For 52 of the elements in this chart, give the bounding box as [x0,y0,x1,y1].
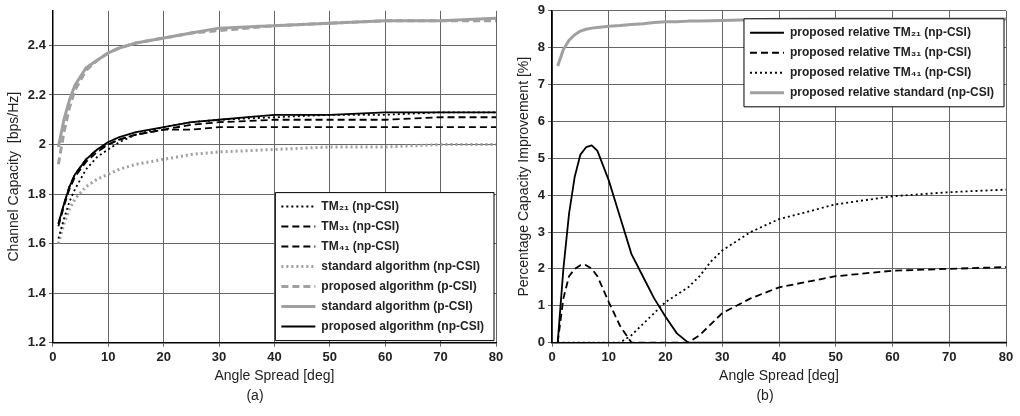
legend-label: proposed relative TM₃₁ (np-CSI) [789,45,972,60]
y-tick-label: 6 [537,112,546,128]
text: (b) [755,387,775,403]
legend-label: proposed algorithm (p-CSI) [321,278,477,293]
x-tick-label: 40 [267,348,282,364]
y-tick-label: 2 [38,136,46,152]
y-tick-label: 0 [537,334,546,350]
x-tick-label: 80 [998,348,1014,364]
legend-label: proposed relative standard (np-CSI) [789,85,994,100]
y-axis-title: Channel Capacity [bps/Hz] [5,91,22,262]
legend-label: TM₄₁ (np-CSI) [321,238,400,253]
legend-label: proposed relative TM₄₁ (np-CSI) [789,65,972,80]
x-tick-label: 70 [942,348,957,364]
x-tick-label: 0 [548,348,556,364]
y-tick-label: 2.2 [27,86,46,102]
x-tick-label: 50 [322,348,338,364]
y-tick-label: 1.6 [27,235,46,251]
x-tick-label: 70 [433,348,448,364]
x-tick-label: 0 [49,348,57,364]
x-tick-label: 30 [211,348,227,364]
x-tick-label: 20 [156,348,171,364]
y-tick-label: 3 [537,223,546,239]
x-axis-title: Angle Spread [deg] [214,367,335,384]
y-tick-label: 5 [537,149,546,165]
x-tick-label: 80 [488,348,504,364]
x-tick-label: 60 [377,348,393,364]
x-tick-label: 60 [885,348,900,364]
y-tick-label: 4 [537,186,546,202]
x-axis-title: Angle Spread [deg] [719,367,839,384]
y-tick-label: 8 [537,39,546,55]
y-tick-label: 2 [537,260,546,276]
legend-label: TM₂₁ (np-CSI) [321,198,399,213]
y-tick-label: 1.2 [27,334,46,350]
y-axis-title: Percentage Capacity Improvement [%] [515,56,532,297]
y-tick-label: 7 [537,76,546,92]
x-tick-label: 30 [715,348,730,364]
y-tick-label: 1.4 [27,284,47,300]
x-tick-label: 40 [771,348,787,364]
text: (a) [245,387,265,403]
legend-label: standard algorithm (np-CSI) [321,258,481,273]
y-tick-label: 1 [537,297,546,313]
x-tick-label: 10 [601,348,617,364]
y-tick-label: 9 [537,2,546,18]
y-tick-label: 1.8 [27,185,46,201]
x-tick-label: 10 [101,348,116,364]
x-tick-label: 50 [828,348,843,364]
legend-label: proposed relative TM₂₁ (np-CSI) [789,25,971,40]
legend-label: TM₃₁ (np-CSI) [321,218,400,233]
legend-label: proposed algorithm (np-CSI) [321,318,484,333]
y-tick-label: 2.4 [27,37,47,53]
x-tick-label: 20 [658,348,673,364]
legend-label: standard algorithm (p-CSI) [321,298,473,313]
